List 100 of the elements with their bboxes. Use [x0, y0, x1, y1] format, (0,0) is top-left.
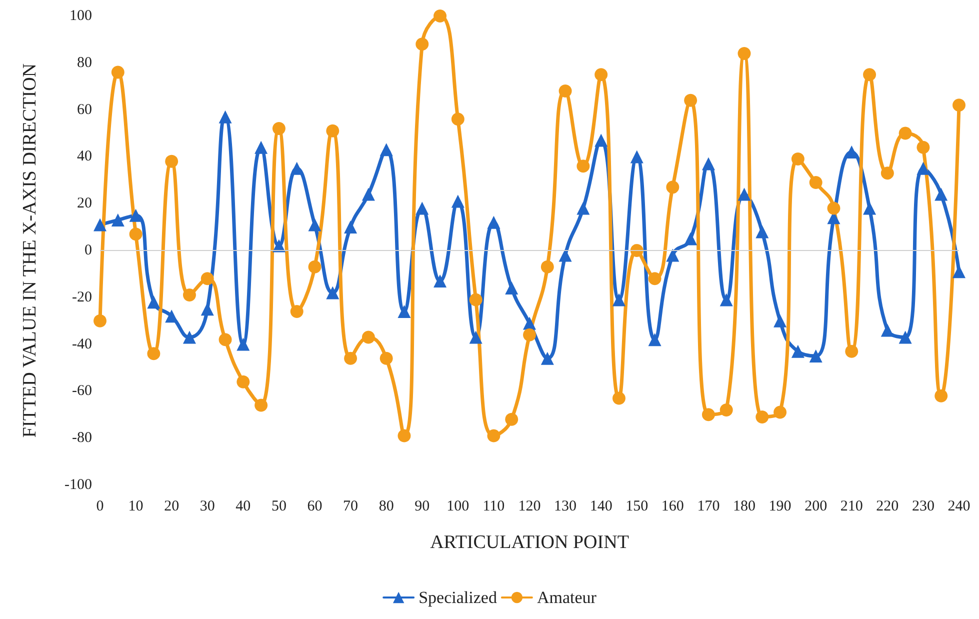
- x-tick-label: 30: [200, 498, 215, 514]
- x-tick-label: 170: [697, 498, 720, 514]
- point: [827, 202, 840, 215]
- x-tick-label: 80: [378, 498, 394, 514]
- point: [666, 248, 680, 262]
- point: [218, 110, 232, 124]
- y-tick-label: -60: [72, 383, 92, 400]
- point: [791, 344, 804, 358]
- point: [594, 134, 608, 147]
- point: [738, 47, 751, 60]
- point: [505, 412, 518, 426]
- point: [200, 272, 214, 286]
- point: [809, 176, 822, 189]
- point: [540, 352, 554, 365]
- point: [630, 150, 644, 164]
- point: [94, 218, 106, 232]
- y-tick-label: 20: [77, 196, 92, 212]
- point: [863, 202, 876, 215]
- point: [398, 429, 411, 442]
- y-tick-label: 100: [70, 8, 92, 24]
- point: [558, 84, 572, 98]
- point: [236, 375, 250, 388]
- point: [487, 429, 500, 442]
- point: [380, 352, 393, 365]
- point: [344, 352, 358, 365]
- x-tick-label: 240: [948, 498, 970, 514]
- x-tick-label: 200: [804, 498, 828, 514]
- point: [326, 286, 340, 300]
- y-tick-label: -20: [72, 289, 92, 306]
- point: [182, 288, 196, 302]
- point: [576, 160, 590, 173]
- point: [774, 314, 787, 328]
- y-tick-label: -80: [72, 430, 92, 446]
- point: [165, 154, 178, 168]
- point: [129, 228, 142, 241]
- point: [308, 260, 322, 274]
- point: [702, 157, 715, 170]
- point: [505, 282, 518, 295]
- x-tick-label: 20: [164, 498, 180, 514]
- point: [845, 344, 858, 358]
- point: [272, 122, 286, 136]
- x-tick-label: 110: [482, 498, 505, 514]
- point: [362, 188, 375, 201]
- x-tick-label: 220: [876, 498, 899, 514]
- x-tick-label: 150: [626, 498, 648, 514]
- point: [898, 126, 912, 140]
- point: [200, 302, 214, 316]
- y-axis-title: FITTED VALUE IN THE X-AXIS DIRECTION: [20, 63, 40, 438]
- x-tick-label: 210: [840, 498, 863, 514]
- x-tick-label: 190: [768, 498, 792, 514]
- x-tick-label: 140: [590, 498, 612, 514]
- point: [648, 333, 662, 346]
- point: [487, 216, 500, 229]
- point: [165, 310, 178, 323]
- x-tick-label: 160: [661, 498, 684, 514]
- point: [523, 328, 536, 342]
- x-tick-label: 180: [733, 498, 756, 514]
- point: [612, 392, 626, 405]
- x-tick-label: 130: [554, 498, 577, 514]
- x-tick-label: 40: [236, 498, 251, 514]
- point: [326, 124, 340, 138]
- point: [952, 98, 966, 112]
- point: [648, 272, 662, 286]
- y-tick-label: 40: [77, 148, 92, 165]
- point: [111, 66, 124, 79]
- point: [469, 330, 482, 344]
- x-tick-label: 230: [912, 498, 934, 514]
- x-tick-label: 100: [446, 498, 470, 514]
- point: [630, 244, 644, 257]
- point: [94, 314, 106, 328]
- point: [540, 260, 554, 274]
- point: [308, 218, 322, 232]
- point: [344, 220, 358, 234]
- y-tick-label: 80: [77, 54, 92, 71]
- point: [111, 214, 124, 227]
- point: [666, 180, 680, 194]
- point: [863, 68, 876, 82]
- point: [756, 410, 769, 424]
- point: [434, 10, 447, 22]
- point: [416, 202, 429, 215]
- x-tick-label: 0: [96, 498, 104, 514]
- point: [451, 112, 464, 126]
- point: [880, 324, 894, 337]
- point: [254, 398, 268, 412]
- point: [594, 68, 608, 82]
- x-tick-label: 90: [414, 498, 430, 514]
- point: [720, 403, 733, 416]
- point: [290, 304, 304, 318]
- point: [916, 162, 930, 175]
- point: [684, 94, 698, 107]
- point: [416, 38, 429, 51]
- point: [129, 208, 142, 222]
- x-tick-label: 120: [518, 498, 541, 514]
- x-tick-label: 50: [271, 498, 286, 514]
- point: [809, 350, 822, 363]
- point: [182, 330, 196, 344]
- point: [756, 225, 769, 238]
- point: [774, 406, 787, 419]
- y-tick-label: -40: [72, 336, 92, 352]
- point: [684, 232, 698, 246]
